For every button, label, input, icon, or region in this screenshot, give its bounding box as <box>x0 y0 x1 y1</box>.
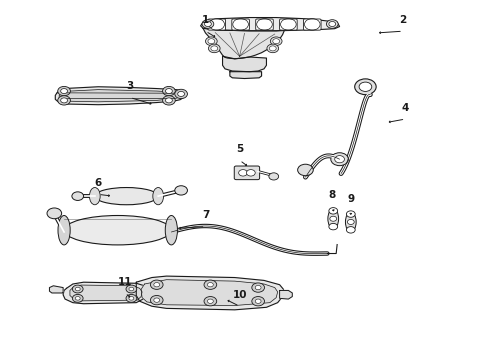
Circle shape <box>154 283 159 287</box>
Text: 6: 6 <box>94 178 102 188</box>
Polygon shape <box>59 90 181 102</box>
Circle shape <box>346 211 354 217</box>
Circle shape <box>47 208 61 219</box>
Circle shape <box>358 82 371 91</box>
Circle shape <box>270 37 282 45</box>
Circle shape <box>328 22 335 27</box>
Ellipse shape <box>89 188 100 205</box>
Polygon shape <box>63 282 148 304</box>
Circle shape <box>72 285 83 293</box>
Circle shape <box>326 20 337 28</box>
Circle shape <box>297 164 313 176</box>
Polygon shape <box>200 18 339 31</box>
FancyBboxPatch shape <box>231 19 249 30</box>
Circle shape <box>72 294 83 302</box>
Circle shape <box>251 297 264 306</box>
Circle shape <box>202 20 213 28</box>
Ellipse shape <box>165 216 177 245</box>
Ellipse shape <box>95 188 158 205</box>
Circle shape <box>126 285 137 293</box>
Circle shape <box>165 89 172 94</box>
Text: 7: 7 <box>202 210 209 220</box>
Circle shape <box>174 186 187 195</box>
Circle shape <box>210 46 217 51</box>
Circle shape <box>334 156 344 163</box>
Circle shape <box>75 287 80 291</box>
Circle shape <box>328 224 337 230</box>
Circle shape <box>268 173 278 180</box>
Circle shape <box>203 280 216 289</box>
Circle shape <box>75 297 80 300</box>
Circle shape <box>208 44 220 53</box>
Polygon shape <box>70 285 142 301</box>
Circle shape <box>165 98 172 103</box>
Circle shape <box>255 285 261 290</box>
Polygon shape <box>55 87 184 105</box>
Polygon shape <box>136 276 283 310</box>
Circle shape <box>162 86 175 96</box>
Circle shape <box>238 170 247 176</box>
Circle shape <box>330 153 347 166</box>
Text: 10: 10 <box>232 290 246 300</box>
Circle shape <box>58 96 70 105</box>
Circle shape <box>150 296 163 305</box>
Circle shape <box>61 98 67 103</box>
Text: 9: 9 <box>346 194 354 204</box>
Circle shape <box>204 22 211 27</box>
Circle shape <box>346 220 353 225</box>
Circle shape <box>205 37 217 45</box>
FancyBboxPatch shape <box>279 19 297 30</box>
Circle shape <box>174 89 187 99</box>
Circle shape <box>154 298 159 302</box>
Circle shape <box>207 39 214 44</box>
Circle shape <box>269 46 276 51</box>
Circle shape <box>207 283 213 287</box>
Ellipse shape <box>64 216 171 245</box>
Polygon shape <box>229 72 261 78</box>
Ellipse shape <box>58 216 70 245</box>
FancyBboxPatch shape <box>207 19 225 30</box>
Text: 2: 2 <box>399 15 406 25</box>
FancyBboxPatch shape <box>255 19 273 30</box>
Circle shape <box>266 44 278 53</box>
Circle shape <box>328 208 337 214</box>
Circle shape <box>72 192 83 201</box>
Circle shape <box>255 299 261 303</box>
Ellipse shape <box>345 212 355 232</box>
Circle shape <box>246 170 255 176</box>
Circle shape <box>129 287 134 291</box>
Circle shape <box>58 86 70 96</box>
Circle shape <box>126 294 137 302</box>
Circle shape <box>61 89 67 94</box>
Text: 3: 3 <box>126 81 133 91</box>
Text: 8: 8 <box>328 190 335 201</box>
Polygon shape <box>279 291 292 299</box>
Circle shape <box>207 299 213 303</box>
Circle shape <box>150 280 163 289</box>
Circle shape <box>177 91 184 96</box>
Circle shape <box>354 79 375 95</box>
Text: 5: 5 <box>236 144 243 154</box>
Text: 11: 11 <box>118 276 132 287</box>
Circle shape <box>129 297 134 300</box>
Circle shape <box>272 39 279 44</box>
Ellipse shape <box>327 209 338 229</box>
Circle shape <box>251 283 264 292</box>
Circle shape <box>162 96 175 105</box>
FancyBboxPatch shape <box>234 166 259 180</box>
Polygon shape <box>203 28 284 59</box>
Polygon shape <box>49 286 63 293</box>
Text: 4: 4 <box>401 103 408 113</box>
Ellipse shape <box>153 188 163 205</box>
Text: 1: 1 <box>202 15 209 25</box>
Circle shape <box>203 297 216 306</box>
Polygon shape <box>222 56 266 72</box>
FancyBboxPatch shape <box>303 19 321 30</box>
Polygon shape <box>141 280 277 306</box>
Circle shape <box>329 216 336 221</box>
Circle shape <box>346 226 354 233</box>
